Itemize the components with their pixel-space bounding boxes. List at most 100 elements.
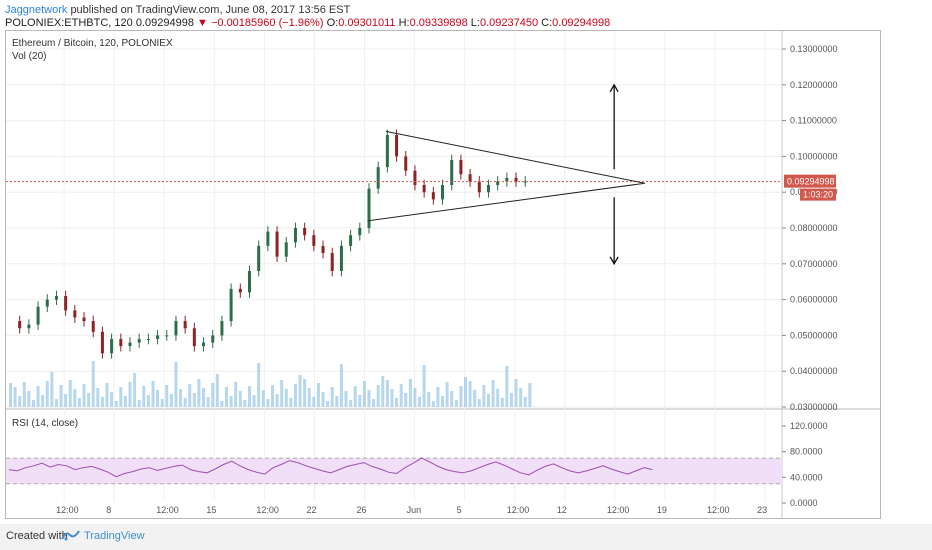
symbol-info-line: POLONIEX:ETHBTC, 120 0.09294998 ▼ −0.001… [5, 17, 610, 29]
candle-body [303, 228, 307, 236]
price-tick-label: 0.07000000 [790, 259, 838, 269]
volume-bar [500, 398, 504, 407]
footer: Created with TradingView [0, 524, 932, 550]
volume-bar [41, 395, 45, 407]
last-price-tag [784, 174, 836, 188]
candle-body [496, 181, 500, 186]
time-tick-label: 19 [657, 505, 667, 515]
volume-bar [528, 383, 532, 407]
time-tick-label: 12:00 [707, 505, 730, 515]
price-tick-label: 0.11000000 [790, 116, 837, 126]
candle-body [293, 228, 297, 243]
volume-bar [82, 384, 86, 407]
last-price-tag-label: 0.09294998 [787, 177, 835, 187]
volume-bar [390, 389, 394, 407]
candle-body [477, 181, 481, 193]
candle-body [431, 192, 435, 200]
volume-bar [266, 399, 270, 407]
price-tick-label: 0.12000000 [790, 80, 838, 90]
volume-bar [234, 382, 238, 407]
volume-bar [422, 365, 426, 407]
volume-bar [289, 398, 293, 407]
chart-svg[interactable]: 0.13000000 0.12000000 0.11000000 0.10000000… [6, 31, 880, 518]
volume-bar [335, 396, 339, 407]
rsi-tick-label: 80.0000 [790, 447, 823, 457]
ohlc-close: 0.09294998 [552, 17, 611, 29]
candle-body [91, 321, 95, 332]
price-tick-label: 0.08000000 [790, 223, 838, 233]
candle-body [330, 253, 334, 271]
time-tick-label: 22 [306, 505, 316, 515]
candle-body [192, 328, 196, 347]
volume-bar [59, 385, 63, 407]
price-tick-label: 0.10000000 [790, 151, 838, 161]
publish-info: Jaggnetwork published on TradingView.com… [5, 4, 350, 16]
volume-bar [252, 395, 256, 407]
volume-bar [64, 394, 68, 407]
volume-bar [408, 379, 412, 407]
candle-body [64, 296, 68, 311]
volume-bar [160, 399, 164, 407]
countdown-tag [800, 188, 836, 201]
candle-body [165, 335, 169, 337]
volume-bar [123, 396, 127, 407]
volume-bar [362, 381, 366, 407]
volume-bar [523, 397, 527, 407]
volume-bar [491, 380, 495, 407]
candle-body [137, 338, 141, 343]
volume-bar [431, 401, 435, 407]
volume-bar [151, 381, 155, 407]
triangle-upper-line [385, 130, 645, 184]
candle-body [468, 174, 472, 182]
candle-body [321, 245, 325, 254]
arrow-up-icon [609, 83, 619, 93]
volume-label: Vol (20) [12, 51, 46, 62]
volume-bar [450, 391, 454, 407]
volume-bar [454, 400, 458, 407]
candle-body [100, 331, 104, 354]
volume-bar [27, 391, 31, 407]
time-tick-label: Jun [407, 505, 422, 515]
chart-background [6, 31, 880, 518]
volume-bar [477, 399, 481, 407]
volume-bar [275, 394, 279, 407]
change-value: −0.00185960 (−1.96%) [210, 17, 324, 29]
volume-bar [247, 386, 251, 407]
candle-body [523, 181, 527, 183]
volume-bar [100, 397, 104, 407]
volume-bar [211, 383, 215, 407]
volume-bar [73, 389, 77, 407]
volume-bar [330, 387, 334, 407]
candle-body [18, 321, 22, 329]
volume-bar [156, 390, 160, 407]
volume-bar [280, 380, 284, 407]
volume-bar [18, 396, 22, 407]
volume-bar [441, 396, 445, 407]
volume-bar [519, 388, 523, 407]
created-with-text: Created with [6, 530, 68, 542]
candle-body [358, 228, 362, 236]
candle-body [110, 338, 114, 354]
candle-body [128, 342, 132, 347]
chart-container[interactable]: 0.13000000 0.12000000 0.11000000 0.10000000… [5, 30, 881, 519]
volume-bar [436, 387, 440, 407]
volume-bar [413, 388, 417, 407]
rsi-tick-label: 0.0000 [790, 498, 818, 508]
volume-bar [174, 362, 178, 407]
volume-bar [427, 392, 431, 407]
volume-bar [243, 400, 247, 407]
volume-bar [358, 395, 362, 407]
volume-bar [353, 386, 357, 407]
candle-body [229, 288, 233, 322]
time-tick-label: 12:00 [256, 505, 279, 515]
volume-bar [192, 393, 196, 407]
volume-bar [376, 385, 380, 407]
tradingview-brand[interactable]: TradingView [84, 530, 145, 542]
time-tick-label: 23 [757, 505, 767, 515]
rsi-label: RSI (14, close) [12, 418, 78, 429]
volume-bar [54, 399, 58, 407]
author-link[interactable]: Jaggnetwork [5, 4, 68, 16]
rsi-band [6, 458, 782, 484]
volume-bar [188, 384, 192, 407]
volume-bar [312, 397, 316, 407]
